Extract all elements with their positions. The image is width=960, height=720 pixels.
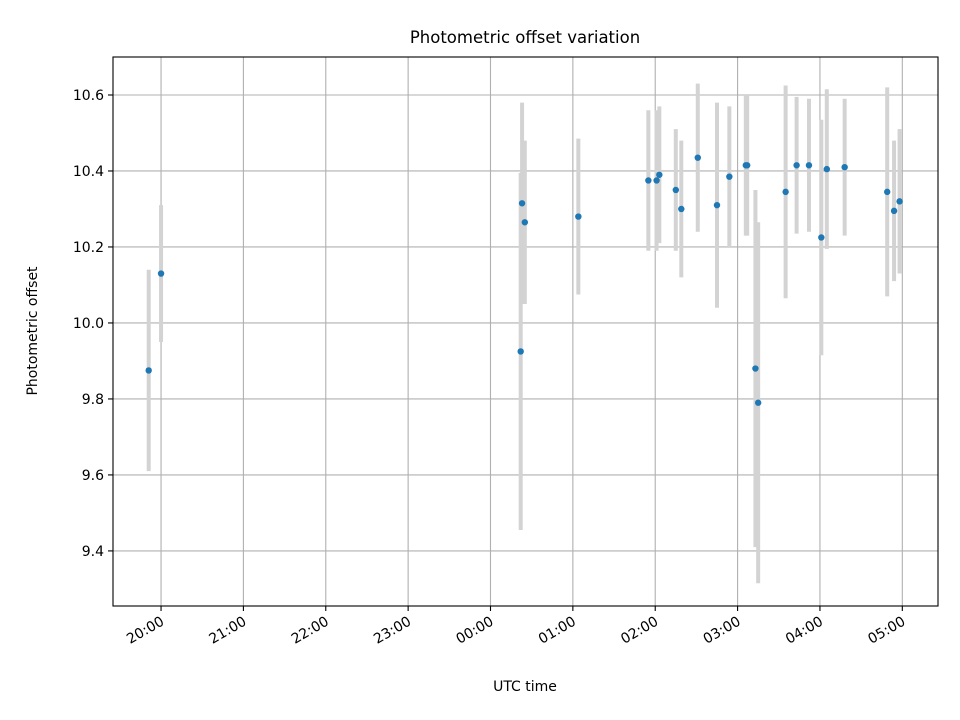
x-tick-label: 22:00 <box>289 614 332 648</box>
data-point <box>726 173 733 180</box>
data-point <box>754 399 762 406</box>
data-point <box>743 162 751 169</box>
data-point <box>782 188 789 196</box>
y-axis-label: Photometric offset <box>25 266 41 396</box>
data-point <box>890 207 898 215</box>
y-tick-label: 9.6 <box>82 468 104 484</box>
x-tick-label: 04:00 <box>783 614 826 648</box>
y-tick-label: 10.6 <box>73 88 104 104</box>
y-tick-label: 10.0 <box>73 316 104 332</box>
data-point <box>678 205 685 213</box>
data-point <box>694 154 701 161</box>
x-tick-label: 23:00 <box>371 614 414 648</box>
grid <box>113 57 938 606</box>
data-point <box>157 270 165 277</box>
data-point <box>656 171 663 178</box>
data-point <box>645 177 652 184</box>
y-tick-label: 10.4 <box>73 164 104 180</box>
x-tick-label: 01:00 <box>536 614 579 648</box>
data-point <box>653 177 660 184</box>
data-point <box>793 162 800 169</box>
chart-title: Photometric offset variation <box>410 28 640 47</box>
data-point <box>823 165 831 173</box>
y-tick-label: 9.4 <box>82 544 104 560</box>
y-tick-label: 9.8 <box>82 392 104 408</box>
data-points <box>145 154 903 406</box>
data-point <box>896 198 903 205</box>
data-point <box>672 186 680 194</box>
x-tick-label: 21:00 <box>206 614 249 648</box>
data-point <box>517 348 524 355</box>
x-axis-label: UTC time <box>493 679 557 695</box>
plot-frame <box>112 56 939 607</box>
data-point <box>752 365 759 372</box>
x-tick-label: 02:00 <box>618 614 661 648</box>
x-tick-label: 00:00 <box>454 614 497 648</box>
x-tick-label: 05:00 <box>865 614 908 648</box>
data-point <box>145 367 152 374</box>
data-point <box>575 213 582 220</box>
data-point <box>805 162 813 169</box>
data-point <box>713 201 721 209</box>
data-point <box>518 200 526 207</box>
data-point <box>521 219 529 226</box>
y-axis-ticks: 9.4 9.6 9.8 10.0 10.2 10.4 10.6 <box>73 88 113 560</box>
data-point <box>818 234 825 241</box>
y-tick-label: 10.2 <box>73 240 104 256</box>
data-point <box>884 188 891 196</box>
x-tick-label: 03:00 <box>701 614 744 648</box>
x-tick-label: 20:00 <box>124 614 167 648</box>
data-point <box>841 163 848 171</box>
error-bars <box>146 83 902 584</box>
x-axis-ticks: 20:00 21:00 22:00 23:00 00:00 01:00 02:00 03:00… <box>124 606 908 648</box>
